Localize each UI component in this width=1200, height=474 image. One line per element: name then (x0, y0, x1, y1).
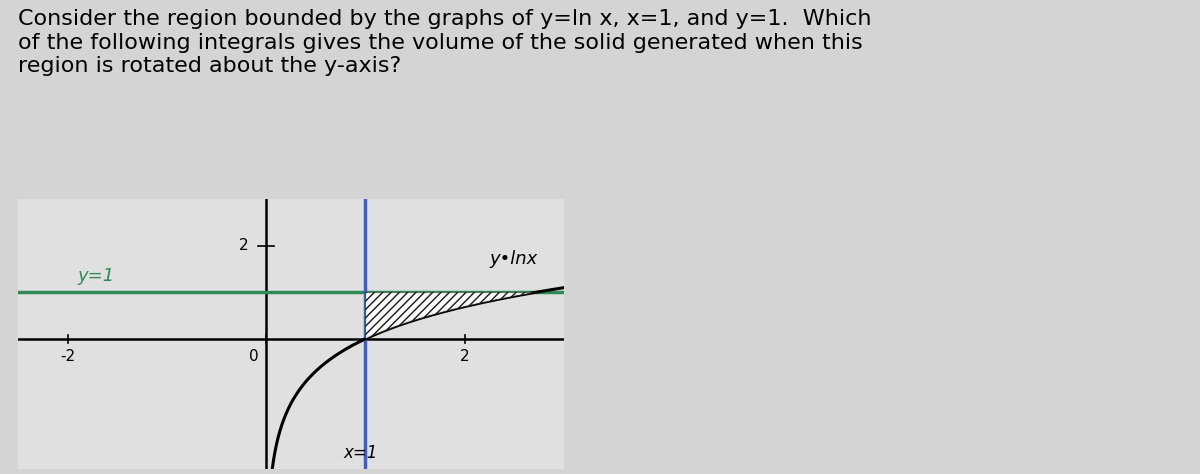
Text: y=1: y=1 (78, 266, 115, 284)
Text: -2: -2 (60, 349, 76, 364)
Text: Consider the region bounded by the graphs of y=ln x, x=1, and y=1.  Which
of the: Consider the region bounded by the graph… (18, 9, 871, 76)
Text: y•lnx: y•lnx (490, 250, 538, 268)
Text: 2: 2 (460, 349, 469, 364)
Text: 0: 0 (250, 349, 259, 364)
Text: x=1: x=1 (343, 444, 378, 462)
Text: 2: 2 (239, 238, 248, 253)
